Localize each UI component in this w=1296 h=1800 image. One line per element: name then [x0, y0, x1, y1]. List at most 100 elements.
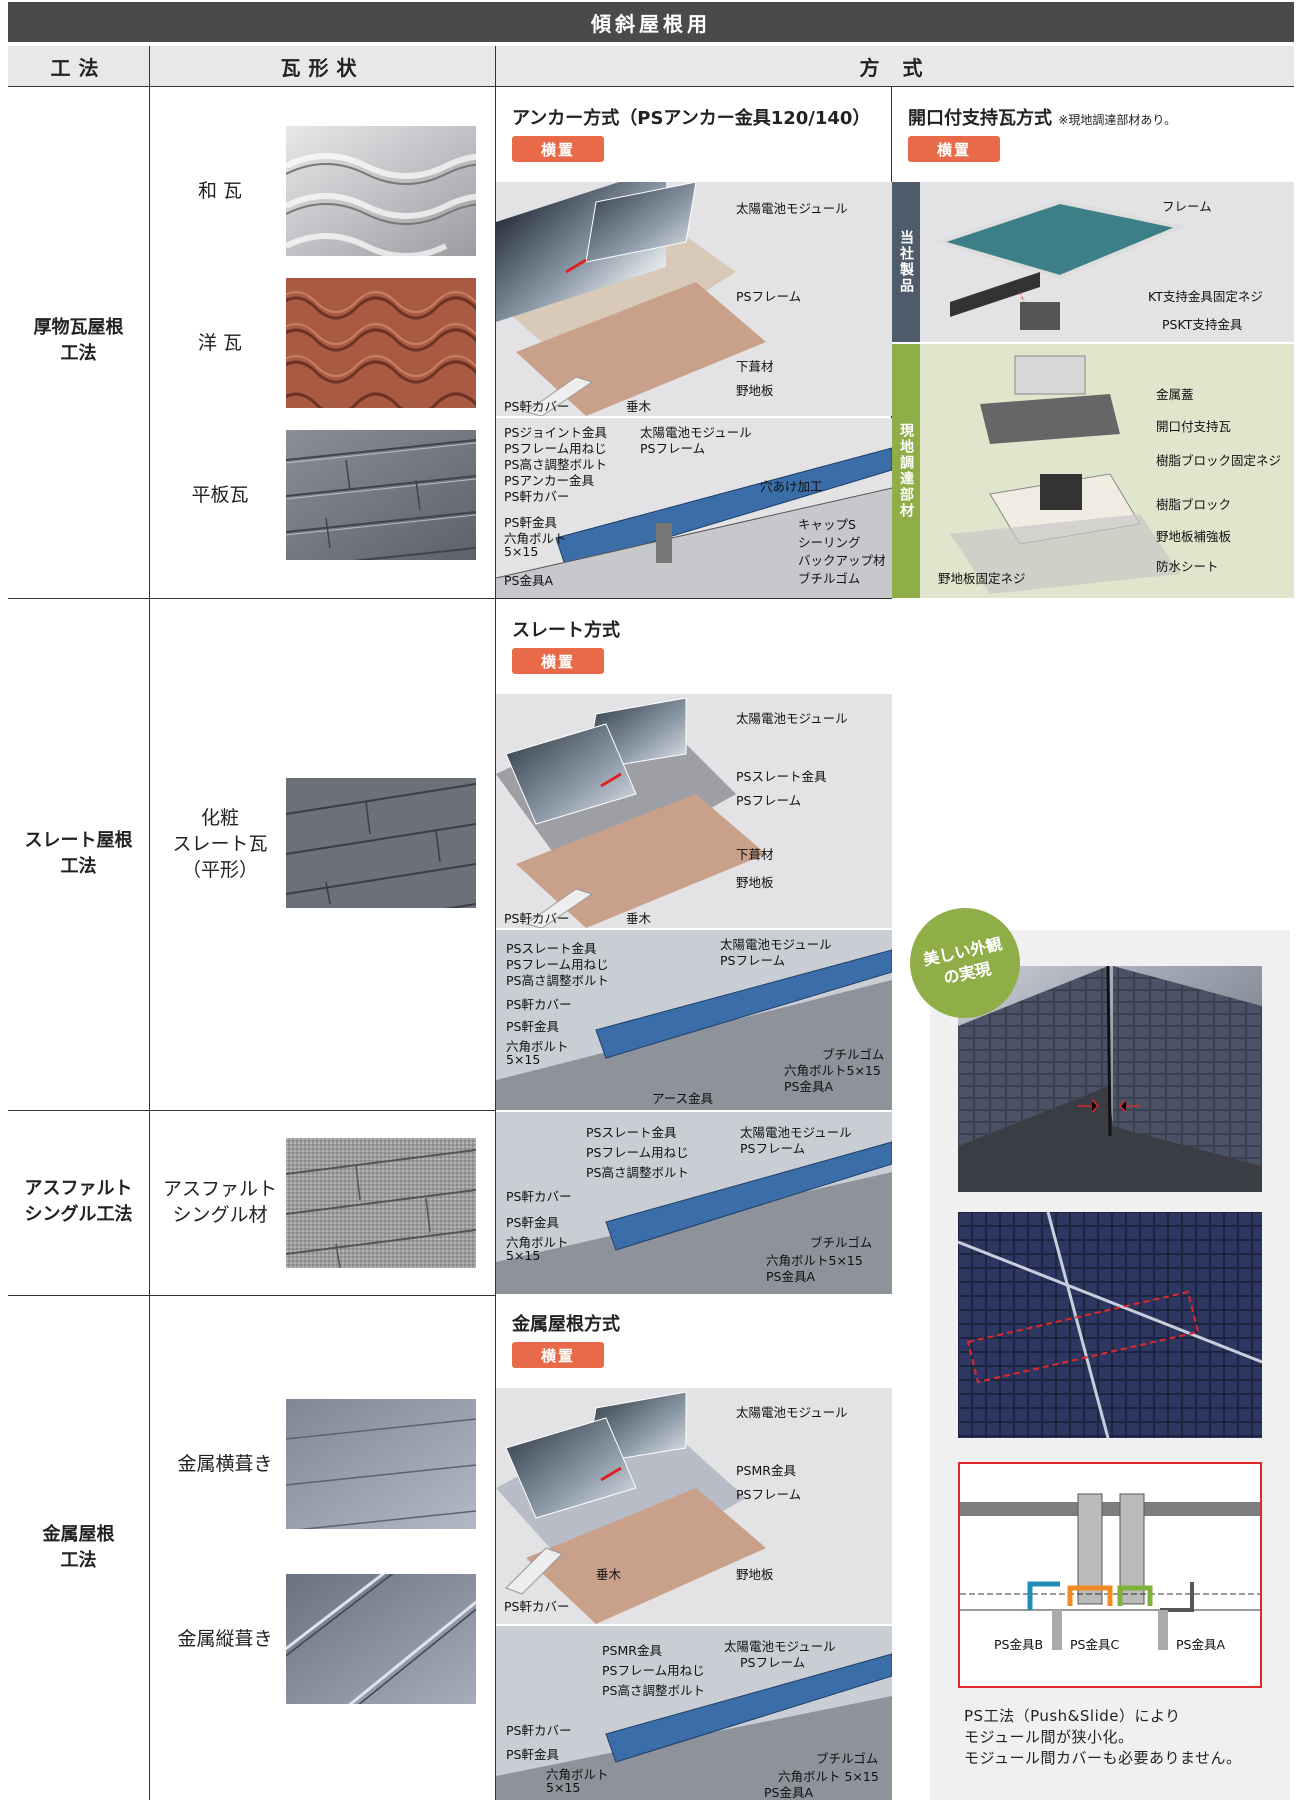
- tile-yo: 洋 瓦: [197, 332, 243, 354]
- label: PSフレーム: [740, 1655, 806, 1670]
- label: 太陽電池モジュール: [736, 201, 848, 216]
- label: 5×15: [546, 1780, 581, 1795]
- label: 六角ボルト: [504, 531, 567, 546]
- label: PS高さ調整ボルト: [504, 457, 607, 472]
- label: 5×15: [504, 544, 539, 559]
- label: キャップS: [798, 517, 856, 532]
- method-asphalt: アスファルト シングル工法: [24, 1178, 133, 1225]
- label: PSジョイント金具: [504, 425, 607, 440]
- label: 六角ボルト 5×15: [778, 1769, 879, 1784]
- label: PS金具A: [504, 573, 554, 588]
- tile-metal-tate: 金属縦葺き: [177, 1628, 273, 1650]
- anchor-detail-illustration: [496, 447, 892, 598]
- metal-diagram: 太陽電池モジュール PSMR金具 PSフレーム 垂木 野地板 PS軒カバー: [496, 1388, 892, 1624]
- grid-line: [149, 46, 150, 1800]
- label: シーリング: [798, 535, 861, 550]
- appeal-note: PS工法（Push&Slide）により モジュール間が狭小化。 モジュール間カバ…: [964, 1707, 1242, 1767]
- label: 下葺材: [736, 847, 774, 862]
- yo-tile-image: [286, 278, 476, 408]
- tile-hira: 平板瓦: [191, 484, 249, 506]
- label: PS高さ調整ボルト: [602, 1683, 705, 1698]
- label: 野地板: [736, 875, 774, 890]
- label: ブチルゴム: [822, 1047, 885, 1062]
- label: ブチルゴム: [810, 1235, 873, 1250]
- label: PSフレーム用ねじ: [586, 1145, 689, 1160]
- tile-slate: 化粧 スレート瓦 （平形）: [172, 807, 268, 881]
- label: 太陽電池モジュール: [736, 1405, 848, 1420]
- slate-detail: PSスレート金具 PSフレーム用ねじ PS高さ調整ボルト PS軒カバー PS軒金…: [496, 930, 892, 1110]
- label: 垂木: [626, 911, 652, 926]
- label: PS高さ調整ボルト: [586, 1165, 689, 1180]
- wa-tile-image: [286, 126, 476, 256]
- label: PS金具A: [766, 1269, 816, 1284]
- label: 樹脂ブロック: [1156, 497, 1232, 512]
- anchor-tag: 横置: [512, 136, 604, 162]
- cross-section-illustration: [960, 1493, 1260, 1650]
- side-label-own-product: 当社製品: [892, 182, 920, 342]
- label: 六角ボルト: [506, 1039, 569, 1054]
- grid-line: [8, 1295, 496, 1296]
- label: PSフレーム: [736, 289, 802, 304]
- label: 六角ボルト: [506, 1235, 569, 1250]
- kaiko-top-illustration: [933, 199, 1187, 330]
- label: PS軒カバー: [506, 1189, 572, 1204]
- label: 垂木: [626, 399, 652, 414]
- label: PSスレート金具: [586, 1125, 677, 1140]
- label: PSフレーム: [720, 953, 786, 968]
- kaiko-tag: 横置: [908, 136, 1000, 162]
- label: PSフレーム: [736, 793, 802, 808]
- asphalt-detail-illustration: [496, 1141, 892, 1294]
- slate-title: スレート方式: [512, 620, 620, 641]
- asphalt-detail: PSスレート金具 PSフレーム用ねじ PS高さ調整ボルト PS軒カバー PS軒金…: [496, 1112, 892, 1294]
- label: PS金具A: [1176, 1637, 1226, 1652]
- label: PSフレーム: [740, 1141, 806, 1156]
- label: PS軒金具: [504, 515, 557, 530]
- metal-illustration: [496, 1391, 766, 1624]
- slate-diagram: 太陽電池モジュール PSスレート金具 PSフレーム 下葺材 野地板 PS軒カバー…: [496, 694, 892, 928]
- header-shape: 瓦形状: [150, 46, 495, 86]
- slate-detail-illustration: [496, 949, 892, 1110]
- label: PSフレーム: [736, 1487, 802, 1502]
- label: PSMR金具: [736, 1463, 796, 1478]
- label: 垂木: [596, 1567, 622, 1582]
- label: 野地板: [736, 1567, 774, 1582]
- label: PSフレーム: [640, 441, 706, 456]
- label: フレーム: [1162, 199, 1212, 214]
- kaiko-title-text: 開口付支持瓦方式: [908, 108, 1052, 129]
- label: ブチルゴム: [816, 1751, 879, 1766]
- grid-line: [8, 86, 1294, 87]
- label: 穴あけ加工: [760, 479, 823, 494]
- label: PS軒カバー: [504, 399, 570, 414]
- label: PSフレーム用ねじ: [506, 957, 609, 972]
- label: PSスレート金具: [736, 769, 827, 784]
- grid-line: [8, 598, 892, 599]
- label: KT支持金具固定ネジ: [1148, 289, 1263, 304]
- metal-tate-image: [286, 1574, 476, 1704]
- metal-detail-illustration: [496, 1653, 892, 1800]
- label: 太陽電池モジュール: [640, 425, 752, 440]
- appeal-photo-1: [958, 966, 1262, 1192]
- cross-section-box: PS金具B PS金具C PS金具A: [958, 1462, 1262, 1688]
- grid-line: [496, 598, 892, 599]
- label: 開口付支持瓦: [1156, 419, 1232, 434]
- label: PS高さ調整ボルト: [506, 973, 609, 988]
- label: PSフレーム用ねじ: [504, 441, 607, 456]
- tile-metal-yoko: 金属横葺き: [177, 1453, 273, 1475]
- grid-line: [495, 46, 496, 1800]
- page-banner: 傾斜屋根用: [8, 2, 1294, 42]
- label: 5×15: [506, 1052, 541, 1067]
- anchor-diagram: 太陽電池モジュール PSフレーム 下葺材 野地板 PS軒カバー 垂木: [496, 182, 892, 416]
- metal-title: 金属屋根方式: [512, 1314, 620, 1335]
- label: PSアンカー金具: [504, 473, 594, 488]
- label: PS軒金具: [506, 1215, 559, 1230]
- hira-tile-image: [286, 430, 476, 560]
- kaiko-bottom-diagram: 金属蓋 開口付支持瓦 樹脂ブロック固定ネジ 樹脂ブロック 野地板補強板 防水シー…: [920, 344, 1294, 598]
- slate-tile-image: [286, 778, 476, 908]
- label: PS軒金具: [506, 1747, 559, 1762]
- label: PSスレート金具: [506, 941, 597, 956]
- metal-tag: 横置: [512, 1342, 604, 1368]
- label: ブチルゴム: [798, 571, 861, 586]
- label: 六角ボルト5×15: [766, 1253, 863, 1268]
- tile-asphalt: アスファルト シングル材: [162, 1178, 277, 1226]
- anchor-illustration: [496, 182, 766, 416]
